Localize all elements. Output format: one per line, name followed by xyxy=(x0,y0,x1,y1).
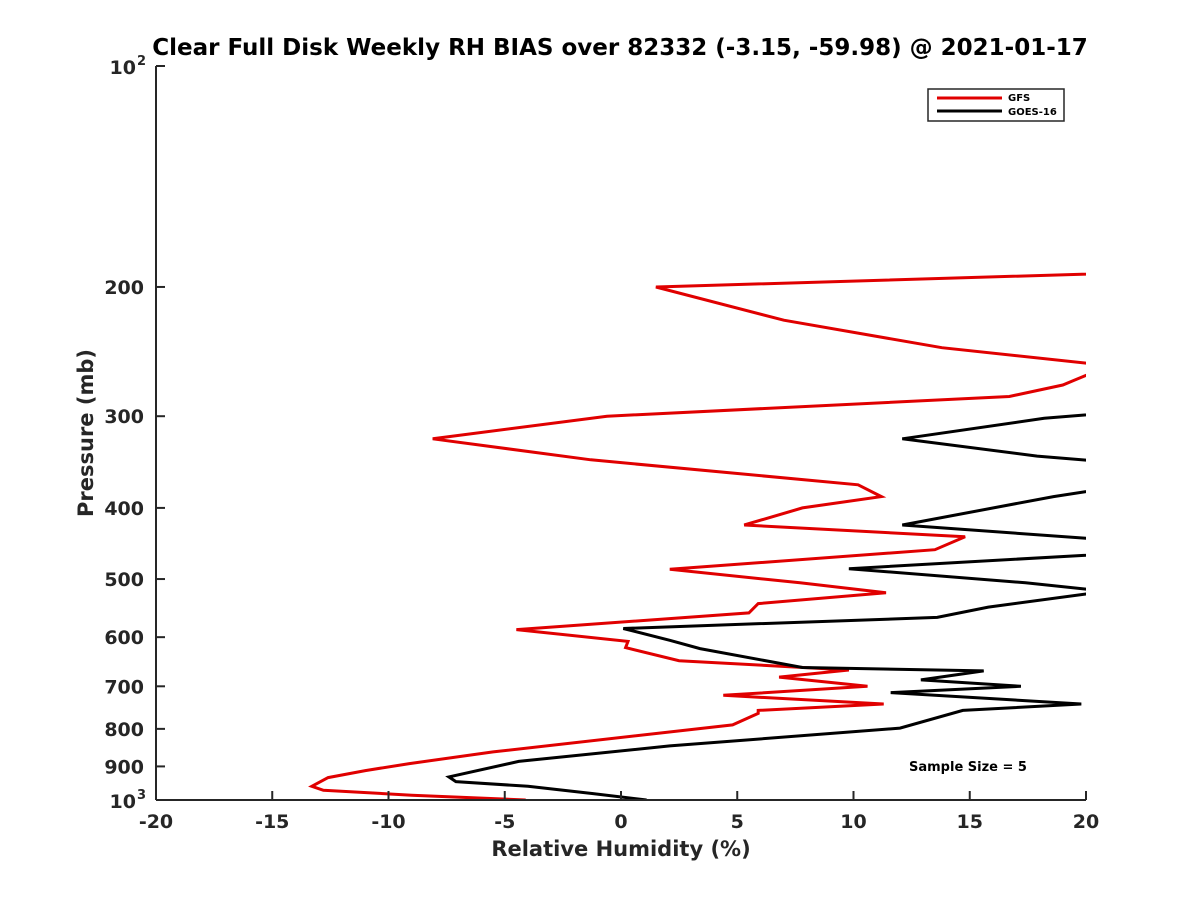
y-tick-label: 10 xyxy=(110,791,136,813)
legend: GFS GOES-16 xyxy=(927,88,1065,122)
y-tick-label: 200 xyxy=(104,277,144,299)
y-tick-label: 500 xyxy=(104,569,144,591)
x-tick-label: 10 xyxy=(840,811,866,833)
y-tick-label: 300 xyxy=(104,406,144,428)
x-tick-label: 15 xyxy=(957,811,983,833)
x-tick-label: 5 xyxy=(731,811,744,833)
x-tick-label: 20 xyxy=(1073,811,1099,833)
y-tick-label: 400 xyxy=(104,498,144,520)
series-line-goes-16 xyxy=(445,413,1086,800)
plot-area xyxy=(155,66,1086,801)
series-layer xyxy=(308,272,1086,800)
x-tick-label: 0 xyxy=(614,811,627,833)
legend-label-goes: GOES-16 xyxy=(1008,107,1057,118)
legend-label-gfs: GFS xyxy=(1008,93,1030,104)
x-ticks: -20 -15 -10 -5 0 5 10 15 20 xyxy=(139,791,1099,833)
x-tick-label: -20 xyxy=(139,811,173,833)
series-line-gfs xyxy=(308,272,1086,800)
x-tick-label: -15 xyxy=(255,811,289,833)
y-tick-exponent: 3 xyxy=(137,788,146,803)
y-tick-exponent: 2 xyxy=(137,54,146,69)
y-tick-label: 800 xyxy=(104,719,144,741)
y-tick-label: 10 xyxy=(110,57,136,79)
chart-title: Clear Full Disk Weekly RH BIAS over 8233… xyxy=(152,35,1088,61)
legend-box xyxy=(927,88,1065,122)
y-tick-label: 600 xyxy=(104,627,144,649)
sample-size-annotation: Sample Size = 5 xyxy=(909,760,1027,775)
x-tick-label: -10 xyxy=(371,811,405,833)
x-tick-label: -5 xyxy=(494,811,515,833)
y-axis-label: Pressure (mb) xyxy=(74,349,98,517)
x-axis-label: Relative Humidity (%) xyxy=(491,837,750,861)
y-tick-label: 700 xyxy=(104,676,144,698)
y-tick-label: 900 xyxy=(104,756,144,778)
